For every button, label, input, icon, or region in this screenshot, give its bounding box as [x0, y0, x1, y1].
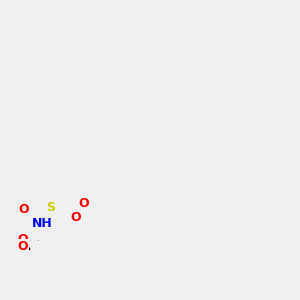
Text: S: S — [46, 201, 56, 214]
Text: O: O — [17, 232, 28, 245]
Text: NH: NH — [32, 217, 52, 230]
Text: O: O — [78, 197, 89, 210]
Text: O: O — [17, 240, 28, 253]
Text: O: O — [19, 203, 29, 216]
Text: O: O — [70, 211, 81, 224]
